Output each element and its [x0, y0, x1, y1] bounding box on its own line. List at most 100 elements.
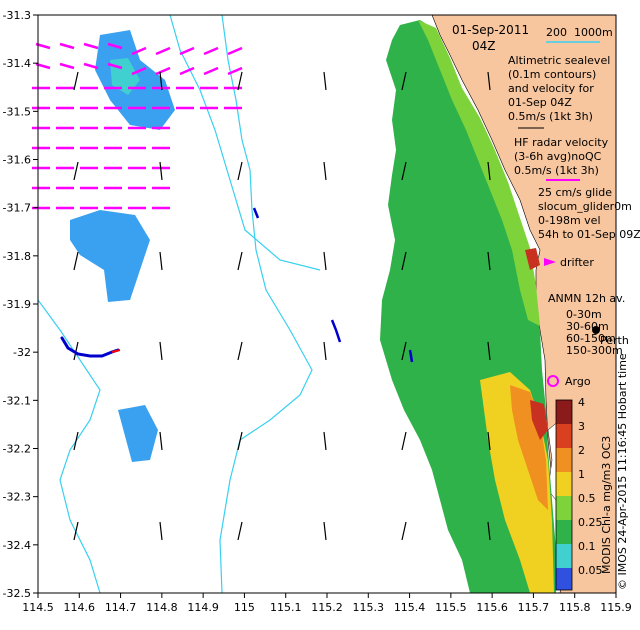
y-tick-label: -32	[13, 346, 31, 359]
x-tick-label: 115.6	[476, 601, 508, 614]
legend-altimetric-scale: 0.5m/s (1kt 3h)	[508, 110, 593, 123]
hf-radar-arrow	[131, 46, 147, 56]
y-tick-label: -31.9	[3, 298, 31, 311]
legend-glider-time: 54h to 01-Sep 09Z	[538, 228, 640, 241]
hf-radar-arrow	[155, 66, 171, 76]
y-tick-label: -31.3	[3, 9, 31, 22]
altimetry-arrow	[237, 341, 243, 361]
y-tick-label: -32.4	[3, 539, 31, 552]
y-axis: -31.3 -31.4 -31.5 -31.6 -31.7 -31.8 -31.9 -32 -3…	[3, 9, 38, 600]
colorbar-tick-label: 2	[578, 444, 585, 457]
altimetry-arrow	[401, 341, 407, 361]
legend-hf-scale: 0.5m/s (1kt 3h)	[514, 164, 599, 177]
altimetry-arrow	[159, 431, 163, 451]
altimetry-arrow	[323, 431, 327, 451]
x-tick-label: 115.4	[394, 601, 426, 614]
x-tick-label: 115.7	[518, 601, 550, 614]
altimetry-arrow	[323, 521, 327, 541]
altimetry-arrow	[401, 161, 407, 181]
colorbar-segment-8	[556, 568, 572, 590]
bathymetry-contours	[38, 15, 321, 593]
colorbar-tick-label: 1	[578, 468, 585, 481]
chlorophyll-blue-patch-2	[70, 210, 150, 302]
legend-drifter: drifter	[560, 256, 594, 269]
y-tick-label: -32.3	[3, 491, 31, 504]
x-tick-label: 115	[234, 601, 255, 614]
legend-glider-25: 25 cm/s glide	[538, 186, 612, 199]
x-tick-label: 114.5	[22, 601, 54, 614]
hf-radar-arrow	[59, 42, 75, 50]
x-tick-label: 115.8	[559, 601, 591, 614]
colorbar-frame	[555, 399, 573, 591]
altimetry-velocity-arrows	[73, 71, 491, 541]
x-tick-label: 115.9	[600, 601, 632, 614]
bathy-label-200: 200	[546, 26, 567, 39]
legend-altimetric-2: (0.1m contours)	[508, 68, 596, 81]
legend-argo: Argo	[565, 375, 591, 388]
x-axis: 114.5 114.6 114.7 114.8 114.9 115 115.1 115.2 11…	[22, 593, 632, 614]
altimetry-arrow	[237, 161, 243, 181]
colorbar-segment-3	[556, 448, 572, 472]
x-tick-label: 115.5	[435, 601, 467, 614]
x-tick-label: 115.3	[353, 601, 385, 614]
hf-radar-arrow	[83, 62, 99, 70]
hf-radar-arrow	[131, 66, 147, 76]
colorbar-segment-5	[556, 496, 572, 520]
legend-glider-vel: 0-198m vel	[538, 214, 601, 227]
legend-anmn-3: 150-300m	[566, 344, 623, 357]
chlorophyll-red-patch-2	[525, 248, 540, 270]
hf-radar-arrow	[83, 42, 99, 50]
drifter-arrow-icon	[544, 258, 556, 266]
y-tick-label: -31.5	[3, 105, 31, 118]
colorbar-ticks: 4 3 2 1 0.5 0.25 0.1 0.05	[578, 396, 603, 577]
y-tick-label: -32.5	[3, 587, 31, 600]
legend-anmn-0: 0-30m	[566, 308, 602, 321]
colorbar-segment-7	[556, 544, 572, 568]
altimetry-arrow	[159, 521, 163, 541]
altimetry-arrow	[487, 161, 491, 181]
legend-anmn: ANMN 12h av.	[548, 292, 625, 305]
colorbar-tick-label: 0.5	[578, 492, 596, 505]
hf-radar-arrow	[155, 46, 171, 56]
hf-radar-arrow	[107, 62, 123, 70]
hf-radar-arrow	[179, 66, 195, 76]
hf-radar-arrows	[32, 42, 243, 210]
chlorophyll-light-band	[418, 20, 540, 326]
colorbar	[555, 399, 573, 591]
y-tick-label: -31.4	[3, 57, 31, 70]
bathy-label-1000: 1000m	[574, 26, 613, 39]
colorbar-tick-label: 0.25	[578, 516, 603, 529]
legend-altimetric-3: and velocity for	[508, 82, 594, 95]
altimetry-arrow	[159, 71, 163, 91]
altimetry-arrow	[237, 71, 243, 91]
colorbar-segment-4	[556, 472, 572, 496]
altimetry-arrow	[237, 251, 243, 271]
colorbar-label: MODIS Chl-a mg/m3 OC3	[600, 436, 613, 574]
legend: Altimetric sealevel (0.1m contours) and …	[508, 54, 640, 388]
chlorophyll-red-patch	[530, 400, 548, 440]
hf-radar-arrow	[203, 46, 219, 56]
altimetry-arrow	[73, 431, 79, 451]
hf-radar-arrow	[179, 46, 195, 56]
map-time: 04Z	[472, 39, 496, 53]
x-tick-label: 115.2	[311, 601, 343, 614]
legend-hf-2: (3-6h avg)noQC	[514, 150, 602, 163]
chlorophyll-blue-patch-3	[118, 405, 158, 462]
legend-altimetric-1: Altimetric sealevel	[508, 54, 610, 67]
x-tick-label: 115.1	[270, 601, 302, 614]
glider-track-end	[111, 349, 121, 353]
x-tick-label: 114.8	[146, 601, 178, 614]
hf-radar-arrow	[59, 62, 75, 70]
y-tick-label: -32.2	[3, 443, 31, 456]
colorbar-tick-label: 4	[578, 396, 585, 409]
altimetry-arrow	[487, 341, 491, 361]
colorbar-segment-1	[556, 400, 572, 424]
legend-perth: Perth	[600, 334, 629, 347]
colorbar-tick-label: 0.1	[578, 540, 596, 553]
altimetry-arrow	[487, 521, 491, 541]
y-tick-label: -31.7	[3, 202, 31, 215]
altimetry-arrow	[73, 251, 79, 271]
legend-hf-1: HF radar velocity	[514, 136, 609, 149]
legend-altimetric-4: 01-Sep 04Z	[508, 96, 572, 109]
